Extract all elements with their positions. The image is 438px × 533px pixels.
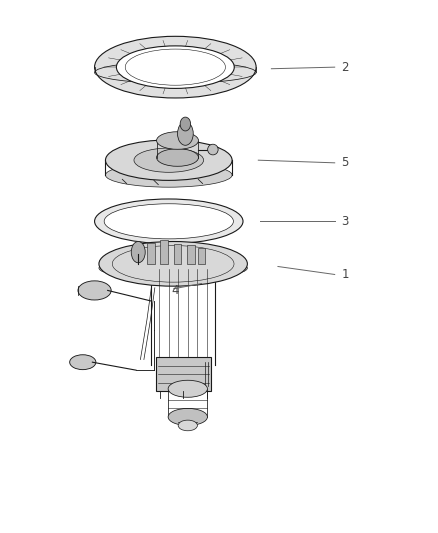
Ellipse shape: [208, 144, 218, 155]
Ellipse shape: [168, 408, 208, 425]
Ellipse shape: [70, 355, 96, 369]
Ellipse shape: [95, 199, 243, 244]
FancyBboxPatch shape: [187, 245, 194, 264]
FancyBboxPatch shape: [155, 357, 211, 391]
FancyBboxPatch shape: [148, 243, 155, 264]
Ellipse shape: [156, 149, 198, 166]
Text: 3: 3: [341, 215, 349, 228]
Ellipse shape: [117, 46, 234, 88]
FancyBboxPatch shape: [173, 244, 181, 264]
Text: 1: 1: [341, 268, 349, 281]
Ellipse shape: [177, 122, 193, 146]
Ellipse shape: [180, 117, 191, 131]
FancyBboxPatch shape: [160, 240, 168, 264]
Ellipse shape: [106, 163, 232, 187]
Ellipse shape: [134, 148, 204, 172]
Ellipse shape: [78, 281, 111, 300]
Ellipse shape: [156, 132, 198, 149]
Ellipse shape: [95, 36, 256, 98]
Ellipse shape: [168, 380, 208, 397]
Text: 2: 2: [341, 61, 349, 74]
Ellipse shape: [178, 420, 198, 431]
Text: 4: 4: [171, 284, 178, 297]
Ellipse shape: [106, 140, 232, 180]
Ellipse shape: [104, 204, 233, 239]
Text: 5: 5: [341, 156, 349, 169]
Ellipse shape: [99, 241, 247, 286]
FancyBboxPatch shape: [198, 248, 205, 264]
Ellipse shape: [131, 241, 145, 263]
Ellipse shape: [99, 257, 247, 279]
